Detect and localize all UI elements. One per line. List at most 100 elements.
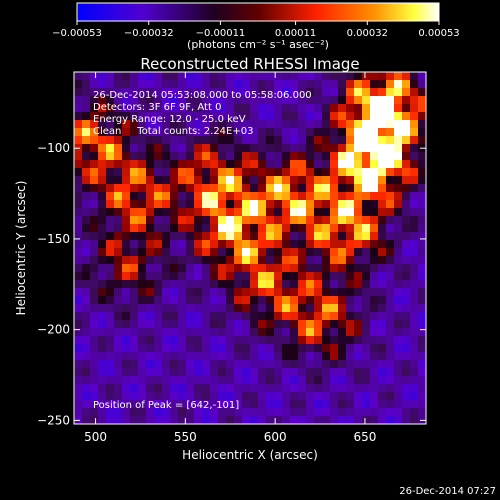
heatmap-cell	[394, 128, 403, 137]
heatmap-cell	[98, 312, 107, 321]
heatmap-cell	[186, 224, 195, 233]
heatmap-cell	[202, 296, 211, 305]
heatmap-cell	[274, 176, 283, 185]
heatmap-cell	[218, 352, 227, 361]
heatmap-cell	[210, 368, 219, 377]
heatmap-cell	[146, 184, 155, 193]
heatmap-cell	[306, 168, 315, 177]
heatmap-cell	[362, 192, 371, 201]
heatmap-cell	[194, 328, 203, 337]
heatmap-cell	[194, 168, 203, 177]
heatmap-cell	[282, 416, 291, 425]
heatmap-cell	[170, 328, 179, 337]
annotation-time-range: 26-Dec-2014 05:53:08.000 to 05:58:06.000	[93, 90, 312, 101]
heatmap-cell	[162, 368, 171, 377]
heatmap-cell	[234, 336, 243, 345]
heatmap-cell	[98, 336, 107, 345]
heatmap-cell	[234, 176, 243, 185]
heatmap-cell	[362, 248, 371, 257]
heatmap-cell	[114, 144, 123, 153]
heatmap-cell	[306, 104, 315, 113]
heatmap-cell	[194, 416, 203, 425]
heatmap-cell	[162, 80, 171, 89]
heatmap-cell	[138, 280, 147, 289]
heatmap-cell	[258, 104, 267, 113]
heatmap-cell	[362, 312, 371, 321]
heatmap-cell	[290, 344, 299, 353]
heatmap-cell	[362, 136, 371, 145]
heatmap-cell	[306, 184, 315, 193]
heatmap-cell	[338, 112, 347, 121]
heatmap-cell	[282, 288, 291, 297]
heatmap-cell	[242, 376, 251, 385]
heatmap-cell	[202, 368, 211, 377]
heatmap-cell	[154, 176, 163, 185]
heatmap-cell	[194, 240, 203, 249]
heatmap-cell	[98, 248, 107, 257]
heatmap-cell	[266, 128, 275, 137]
heatmap-cell	[386, 352, 395, 361]
heatmap-cell	[186, 112, 195, 121]
heatmap-cell	[178, 280, 187, 289]
heatmap-cell	[354, 248, 363, 257]
heatmap-cell	[290, 384, 299, 393]
heatmap-cell	[402, 272, 411, 281]
heatmap-cell	[98, 80, 107, 89]
heatmap-cell	[242, 80, 251, 89]
heatmap-cell	[218, 272, 227, 281]
heatmap-cell	[314, 184, 323, 193]
heatmap-cell	[386, 416, 395, 425]
heatmap-cell	[178, 120, 187, 129]
heatmap-cell	[282, 368, 291, 377]
heatmap-cell	[410, 256, 419, 265]
heatmap-cell	[354, 112, 363, 121]
heatmap-cell	[98, 368, 107, 377]
heatmap-cell	[298, 296, 307, 305]
heatmap-cell	[98, 384, 107, 393]
heatmap-cell	[178, 224, 187, 233]
heatmap-cell	[106, 88, 115, 97]
heatmap-cell	[394, 120, 403, 129]
heatmap-cell	[218, 72, 227, 81]
heatmap-cell	[226, 280, 235, 289]
heatmap-cell	[146, 120, 155, 129]
heatmap-cell	[106, 280, 115, 289]
heatmap-cell	[378, 240, 387, 249]
heatmap-cell	[194, 352, 203, 361]
heatmap-cell	[322, 72, 331, 81]
heatmap-cell	[330, 232, 339, 241]
heatmap-cell	[250, 384, 259, 393]
heatmap-cell	[338, 352, 347, 361]
heatmap-cell	[410, 224, 419, 233]
heatmap-cell	[202, 200, 211, 209]
heatmap-cell	[138, 320, 147, 329]
heatmap-cell	[282, 320, 291, 329]
heatmap-cell	[354, 368, 363, 377]
heatmap-cell	[306, 344, 315, 353]
heatmap-cell	[290, 392, 299, 401]
heatmap-cell	[378, 352, 387, 361]
heatmap-cell	[130, 328, 139, 337]
heatmap-cell	[146, 368, 155, 377]
heatmap-cell	[122, 352, 131, 361]
heatmap-cell	[226, 392, 235, 401]
heatmap-cell	[130, 120, 139, 129]
heatmap-cell	[362, 160, 371, 169]
heatmap-cell	[290, 232, 299, 241]
heatmap-cell	[90, 224, 99, 233]
heatmap-cell	[250, 72, 259, 81]
heatmap-cell	[338, 184, 347, 193]
heatmap-cell	[290, 336, 299, 345]
heatmap-cell	[154, 288, 163, 297]
heatmap-cell	[202, 136, 211, 145]
heatmap-cell	[90, 288, 99, 297]
heatmap-cell	[242, 128, 251, 137]
heatmap-cell	[90, 144, 99, 153]
heatmap-cell	[306, 80, 315, 89]
heatmap-cell	[178, 184, 187, 193]
heatmap-cell	[346, 256, 355, 265]
heatmap-cell	[162, 160, 171, 169]
heatmap-cell	[138, 312, 147, 321]
heatmap-cell	[218, 184, 227, 193]
heatmap-cell	[402, 360, 411, 369]
